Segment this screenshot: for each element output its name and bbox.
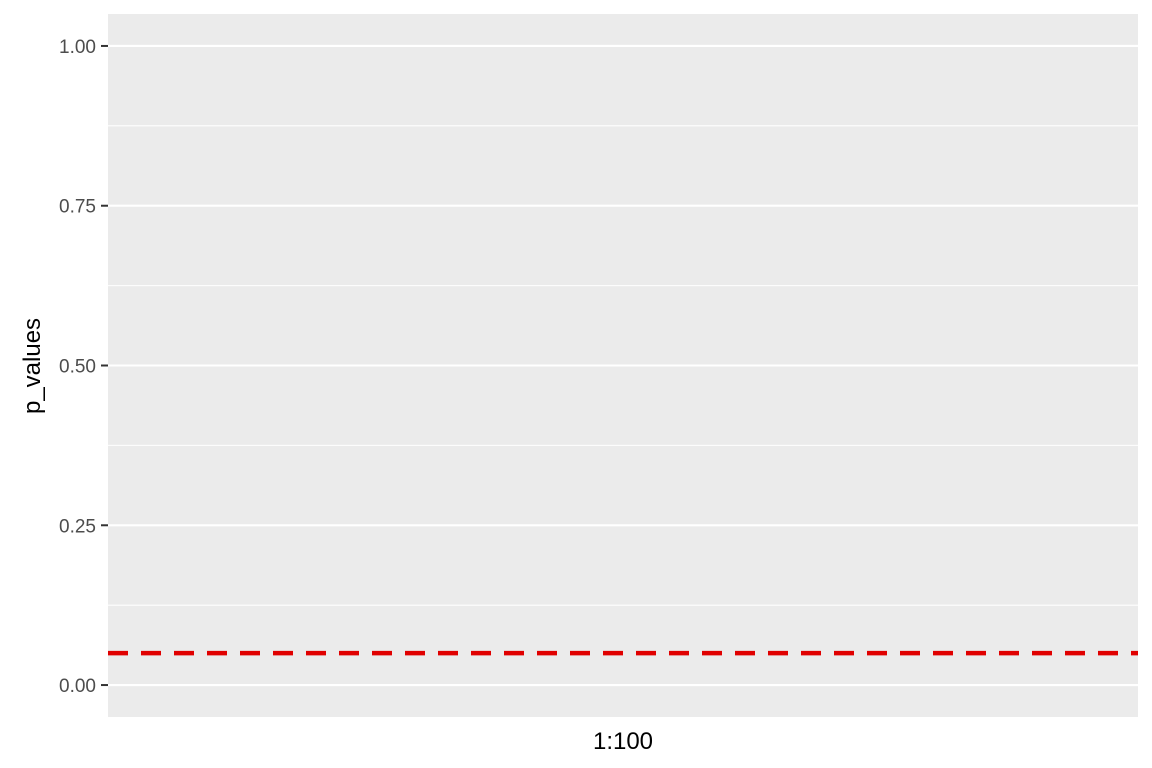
- y-tick-label: 0.50: [59, 357, 96, 378]
- y-axis-title: p_values: [19, 318, 46, 414]
- y-tick-label: 0.00: [59, 676, 96, 697]
- major-gridlines: [108, 44, 1138, 687]
- y-axis-tick-labels: 0.00 0.25 0.50 0.75 1.00: [59, 37, 96, 697]
- minor-gridlines: [108, 125, 1138, 606]
- y-tick-label: 1.00: [59, 37, 96, 58]
- y-axis-ticks: [101, 44, 108, 687]
- y-tick-label: 0.75: [59, 197, 96, 218]
- y-tick-label: 0.25: [59, 516, 96, 537]
- x-axis-title: 1:100: [593, 728, 653, 755]
